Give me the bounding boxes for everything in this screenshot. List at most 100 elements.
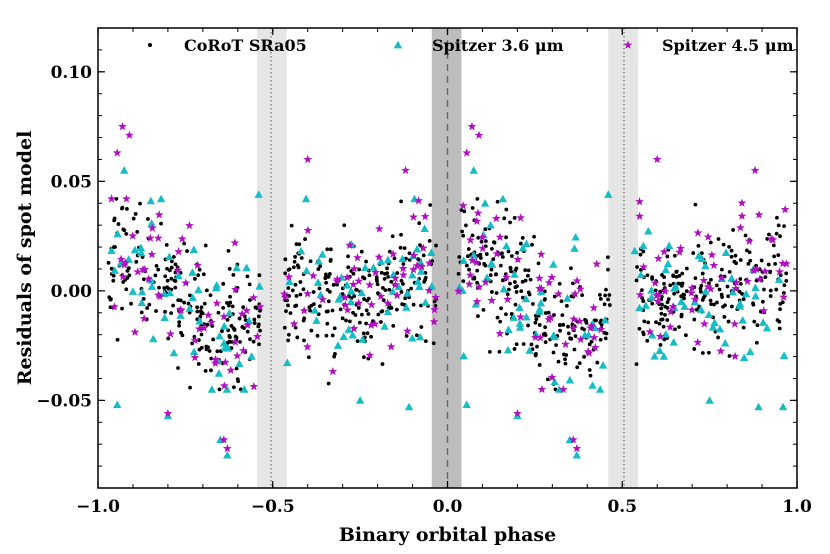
- spitzer-45-point: [707, 250, 717, 259]
- spitzer-36-point: [669, 338, 678, 346]
- corot-point: [572, 347, 577, 352]
- corot-point: [478, 252, 483, 257]
- corot-point: [461, 233, 466, 238]
- spitzer-45-point: [341, 300, 350, 309]
- spitzer-36-point: [509, 313, 518, 321]
- corot-point: [326, 274, 331, 279]
- corot-point: [126, 266, 131, 270]
- corot-point: [698, 289, 703, 294]
- spitzer-36-point: [663, 259, 673, 268]
- corot-point: [659, 311, 664, 316]
- corot-point: [221, 305, 226, 310]
- spitzer-45-point: [348, 279, 358, 289]
- corot-point: [195, 305, 200, 310]
- corot-point: [328, 272, 332, 276]
- spitzer-45-point: [303, 225, 313, 235]
- spitzer-36-point: [283, 358, 292, 367]
- corot-point: [402, 246, 407, 251]
- spitzer-36-point-outlier: [778, 402, 788, 411]
- corot-point: [692, 317, 697, 322]
- corot-point: [395, 307, 399, 312]
- corot-point: [391, 323, 396, 328]
- spitzer-36-point: [774, 275, 784, 283]
- corot-point: [258, 308, 262, 313]
- corot-point: [774, 231, 779, 236]
- spitzer-36-point: [498, 194, 508, 203]
- corot-point: [297, 242, 302, 247]
- spitzer-45-point: [190, 352, 200, 362]
- corot-point: [411, 302, 416, 307]
- corot-point: [727, 269, 732, 274]
- spitzer-45-point: [706, 284, 716, 293]
- spitzer-45-point: [699, 275, 709, 285]
- spitzer-45-point: [371, 267, 380, 277]
- corot-point: [514, 290, 519, 294]
- corot-point: [401, 262, 406, 266]
- corot-point: [324, 280, 329, 285]
- x-tick-label: 1.0: [782, 497, 812, 517]
- corot-point: [369, 334, 373, 339]
- spitzer-45-point: [403, 326, 412, 335]
- corot-point: [568, 336, 573, 341]
- spitzer-45-point: [535, 333, 545, 342]
- y-tick-label: 0.00: [51, 282, 93, 302]
- corot-point: [382, 276, 387, 281]
- corot-point: [113, 245, 117, 249]
- corot-point: [666, 297, 671, 302]
- corot-point: [389, 279, 394, 284]
- corot-point: [290, 288, 295, 293]
- corot-point: [533, 320, 538, 325]
- corot-point: [111, 273, 116, 278]
- corot-point: [364, 259, 368, 264]
- corot-point: [228, 300, 233, 305]
- spitzer-36-point: [499, 284, 508, 293]
- legend-marker-triangle: [393, 40, 403, 49]
- spitzer-45-point: [743, 276, 752, 286]
- corot-point: [367, 273, 372, 278]
- corot-point: [166, 286, 171, 291]
- spitzer-45-point-outlier: [118, 121, 127, 131]
- corot-point: [163, 274, 168, 279]
- spitzer-36-point: [680, 302, 689, 310]
- spitzer-45-point: [730, 351, 740, 361]
- corot-point: [637, 326, 642, 331]
- corot-point: [171, 254, 176, 259]
- spitzer-45-point: [472, 297, 482, 306]
- spitzer-36-point: [188, 268, 197, 276]
- spitzer-45-point: [481, 277, 490, 286]
- spitzer-36-point: [565, 375, 575, 384]
- spitzer-45-point-outlier: [401, 165, 410, 175]
- x-tick-label: −0.5: [251, 497, 295, 517]
- corot-point: [141, 277, 146, 282]
- spitzer-36-point: [535, 307, 544, 315]
- corot-point: [295, 335, 300, 340]
- corot-point: [603, 336, 608, 341]
- spitzer-45-point: [343, 305, 352, 314]
- corot-point: [584, 318, 588, 323]
- corot-point: [650, 275, 655, 280]
- spitzer-45-point: [535, 273, 544, 282]
- corot-point: [326, 381, 331, 386]
- corot-point: [380, 309, 385, 314]
- corot-point: [311, 290, 316, 294]
- spitzer-45-point-outlier: [303, 154, 313, 164]
- corot-point: [493, 272, 498, 277]
- corot-point: [403, 296, 408, 301]
- spitzer-36-point: [189, 245, 199, 253]
- spitzer-36-point: [710, 318, 719, 326]
- corot-point: [129, 301, 133, 306]
- corot-point: [741, 325, 746, 330]
- spitzer-36-point: [480, 199, 490, 207]
- spitzer-45-point: [249, 293, 258, 302]
- corot-point: [765, 237, 770, 241]
- spitzer-45-point: [138, 264, 148, 274]
- corot-point: [530, 302, 535, 306]
- corot-point: [171, 303, 175, 308]
- corot-point: [376, 312, 381, 317]
- spitzer-45-point: [398, 263, 408, 273]
- corot-point: [423, 339, 428, 344]
- spitzer-36-point: [408, 334, 417, 342]
- corot-point: [672, 253, 677, 258]
- spitzer-36-point: [185, 304, 194, 312]
- spitzer-45-point: [207, 317, 216, 327]
